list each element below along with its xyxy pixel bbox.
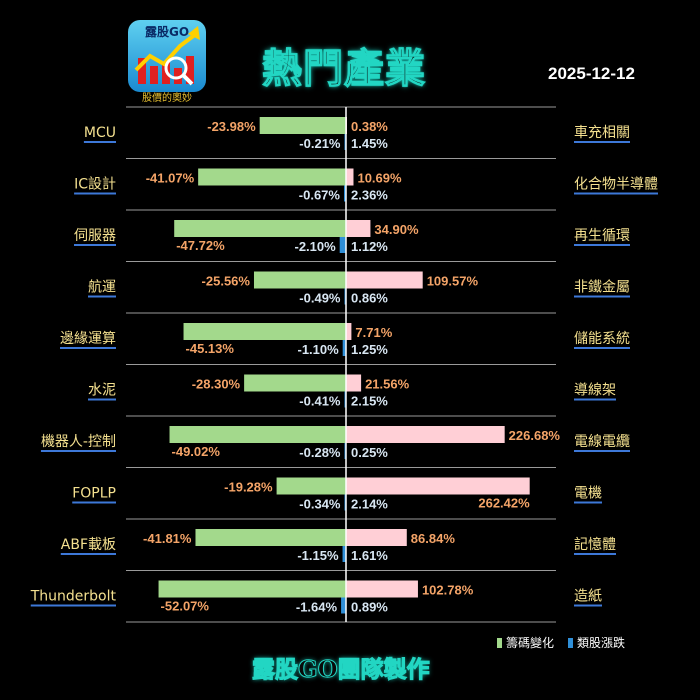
right-chip-value: 21.56%	[365, 377, 410, 392]
left-price-bar	[341, 597, 346, 614]
left-price-value: -1.64%	[296, 600, 338, 615]
right-price-value: 0.25%	[351, 445, 388, 460]
right-chip-bar	[346, 323, 352, 340]
right-category-label: 再生循環	[574, 228, 630, 244]
left-chip-bar	[198, 168, 346, 186]
right-price-value: 1.12%	[351, 239, 388, 254]
left-category-label: 邊緣運算	[60, 331, 116, 347]
left-category-label: 水泥	[88, 383, 116, 399]
left-category-label: 機器人-控制	[41, 434, 116, 450]
right-price-value: 0.86%	[351, 291, 388, 306]
footer-credit: 露股GO團隊製作	[252, 656, 431, 684]
right-category-label: 非鐵金屬	[574, 279, 630, 296]
left-chip-value: -49.02%	[172, 444, 221, 459]
right-chip-value: 262.42%	[478, 496, 530, 511]
left-price-value: -1.10%	[297, 342, 339, 357]
right-price-value: 1.61%	[351, 548, 388, 563]
left-chip-bar	[169, 426, 346, 443]
left-price-value: -1.15%	[297, 548, 339, 563]
right-chip-value: 34.90%	[374, 222, 419, 237]
left-chip-value: -28.30%	[192, 377, 241, 392]
left-chip-value: -41.81%	[143, 531, 192, 546]
right-chip-value: 86.84%	[411, 531, 456, 546]
left-chip-bar	[183, 323, 346, 340]
left-price-value: -2.10%	[294, 239, 336, 254]
left-chip-bar	[259, 117, 346, 134]
left-category-label: MCU	[84, 125, 116, 141]
right-category-label: 儲能系統	[574, 331, 630, 347]
right-chip-value: 10.69%	[357, 171, 402, 186]
left-price-value: -0.34%	[299, 497, 341, 512]
right-chip-bar	[346, 271, 423, 289]
right-category-label: 電機	[574, 486, 602, 502]
left-category-label: FOPLP	[72, 486, 116, 502]
right-category-label: 車充相關	[574, 124, 630, 141]
report-date: 2025-12-12	[548, 64, 635, 83]
right-chip-bar	[346, 220, 371, 237]
left-category-label: IC設計	[74, 177, 116, 193]
right-chip-bar	[346, 426, 505, 443]
left-chip-bar	[158, 580, 346, 598]
legend-chip-label: 籌碼變化	[506, 636, 555, 650]
right-chip-value: 226.68%	[509, 428, 561, 443]
right-chip-value: 109.57%	[427, 274, 479, 289]
left-price-value: -0.41%	[299, 394, 341, 409]
left-chip-bar	[276, 477, 346, 495]
left-chip-value: -52.07%	[161, 599, 210, 614]
left-category-label: Thunderbolt	[30, 589, 117, 605]
legend-price-label: 類股漲跌	[577, 636, 626, 650]
right-price-value: 2.14%	[351, 497, 388, 512]
left-category-label: 伺服器	[74, 228, 116, 244]
left-chip-value: -41.07%	[146, 171, 195, 186]
left-chip-bar	[174, 220, 346, 237]
right-category-label: 導線架	[574, 383, 616, 399]
right-chip-bar	[346, 529, 407, 546]
right-category-label: 造紙	[574, 589, 602, 605]
right-price-value: 2.36%	[351, 188, 388, 203]
left-price-bar	[339, 237, 346, 253]
right-category-label: 化合物半導體	[574, 177, 658, 193]
left-chip-value: -19.28%	[224, 480, 273, 495]
right-price-value: 1.45%	[351, 136, 388, 151]
left-chip-value: -25.56%	[202, 274, 251, 289]
right-price-value: 2.15%	[351, 394, 388, 409]
left-price-value: -0.67%	[299, 188, 341, 203]
left-chip-value: -23.98%	[207, 119, 256, 134]
right-chip-bar	[346, 580, 418, 598]
logo-caption: 股價的奧妙	[142, 91, 192, 104]
right-chip-bar	[346, 477, 530, 495]
left-chip-bar	[253, 271, 346, 289]
left-price-bar	[342, 340, 346, 356]
right-category-label: 電線電纜	[574, 433, 630, 450]
right-chip-value: 7.71%	[355, 325, 392, 340]
left-chip-bar	[244, 374, 346, 392]
logo-text: 露股GO	[145, 24, 189, 39]
left-price-value: -0.49%	[299, 291, 341, 306]
left-price-value: -0.21%	[299, 136, 341, 151]
left-price-bar	[343, 185, 346, 202]
right-price-value: 0.89%	[351, 600, 388, 615]
chart-legend: 籌碼變化 類股漲跌	[497, 634, 625, 651]
legend-price-swatch	[568, 637, 574, 648]
page-title: 熱門產業	[261, 44, 426, 92]
legend-chip-swatch	[497, 637, 502, 648]
brand-logo: 露股GO 股價的奧妙	[128, 20, 206, 104]
left-category-label: 航運	[88, 280, 116, 296]
right-price-value: 1.25%	[351, 342, 388, 357]
right-chip-value: 0.38%	[351, 119, 388, 134]
left-chip-value: -45.13%	[186, 341, 235, 356]
left-category-label: ABF載板	[61, 537, 116, 553]
right-chip-bar	[346, 168, 354, 186]
right-chip-bar	[346, 374, 362, 392]
left-chip-value: -47.72%	[176, 238, 225, 253]
right-chip-value: 102.78%	[422, 583, 474, 598]
left-price-bar	[342, 546, 346, 562]
left-price-value: -0.28%	[299, 445, 341, 460]
left-chip-bar	[195, 529, 346, 546]
right-category-label: 記憶體	[574, 536, 616, 553]
